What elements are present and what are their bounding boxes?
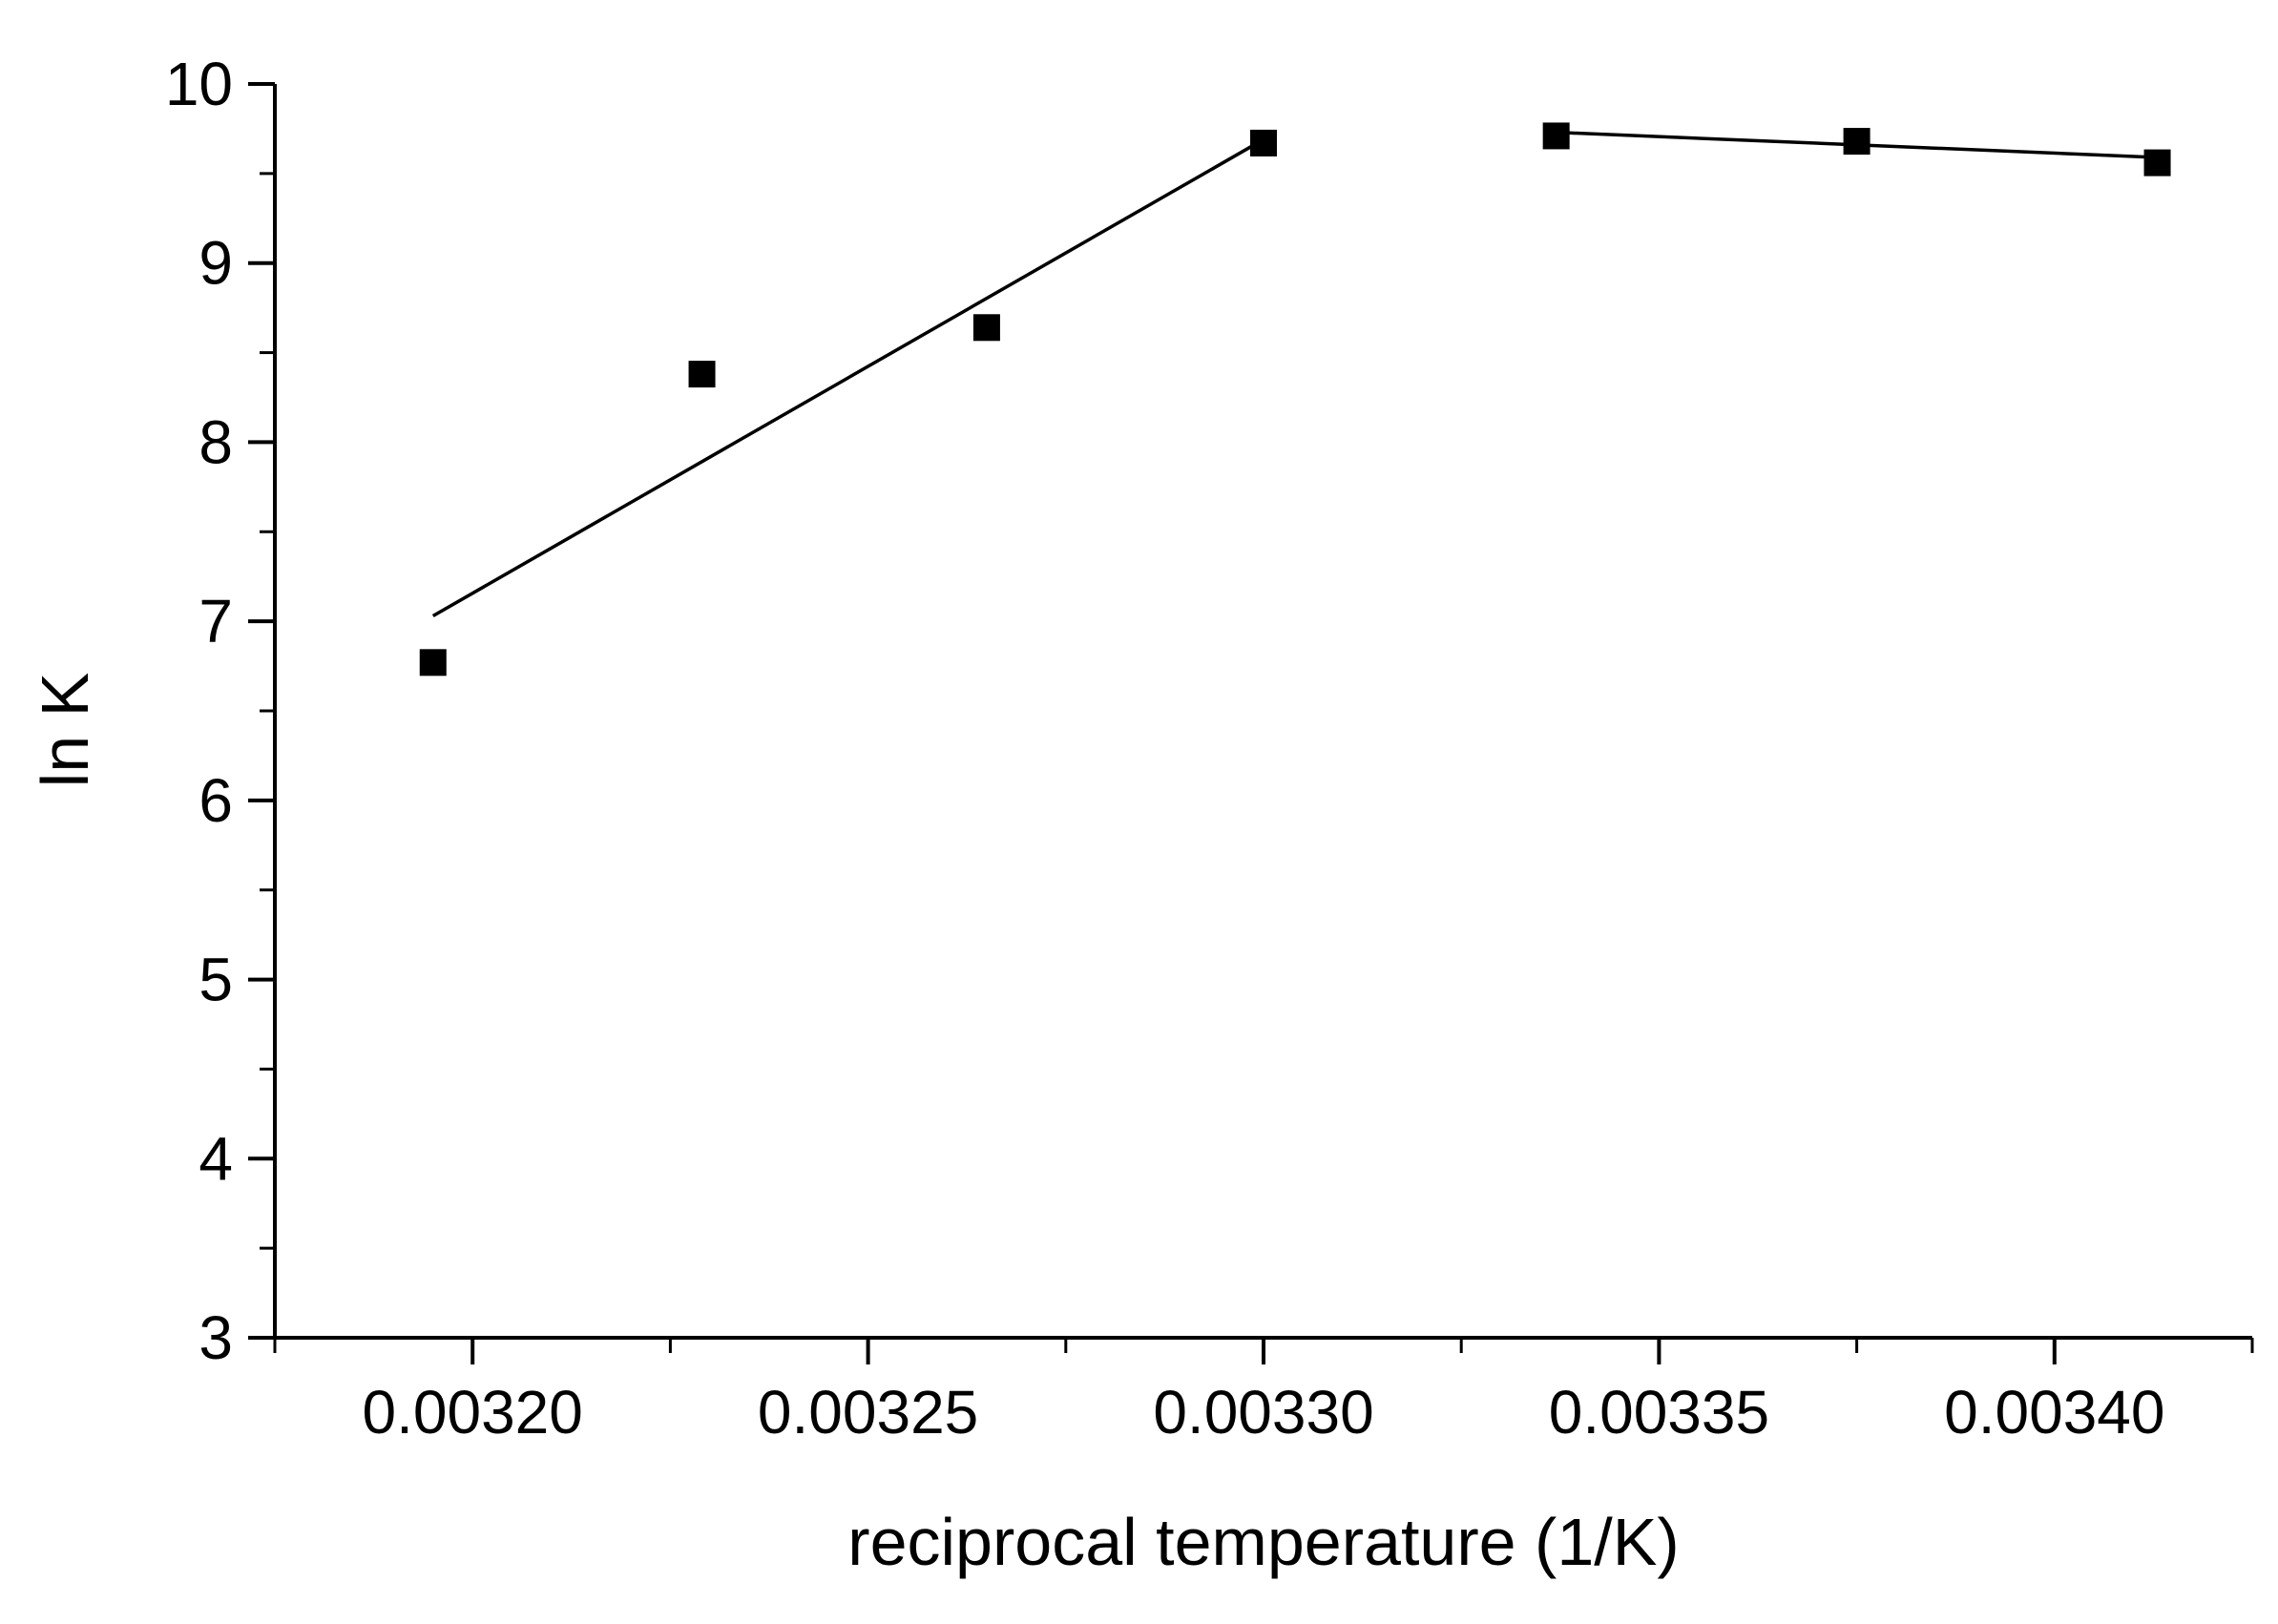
x-tick-label: 0.00325 — [758, 1378, 978, 1447]
x-axis-title: reciprocal temperature (1/K) — [847, 1505, 1679, 1579]
data-point — [1250, 129, 1277, 156]
x-tick-label: 0.00330 — [1153, 1378, 1373, 1447]
data-point — [972, 314, 1000, 342]
y-tick-label: 8 — [199, 407, 233, 476]
axis-ticks — [248, 82, 2254, 1364]
y-tick-label: 7 — [199, 587, 233, 656]
x-tick-labels: 0.00320 0.00325 0.00330 0.00335 0.00340 — [363, 1378, 2165, 1447]
data-point — [1843, 128, 1870, 156]
x-tick-label: 0.00335 — [1549, 1378, 1769, 1447]
data-points — [419, 122, 2171, 677]
y-tick-label: 4 — [199, 1124, 233, 1193]
x-tick-label: 0.00320 — [363, 1378, 583, 1447]
fit-line — [431, 137, 1264, 618]
y-tick-label: 6 — [199, 766, 233, 835]
data-point — [688, 361, 716, 388]
y-tick-label: 10 — [165, 50, 233, 118]
y-tick-label: 9 — [199, 229, 233, 298]
data-point — [1542, 122, 1570, 150]
y-tick-labels: 3 4 5 6 7 8 9 10 — [165, 50, 233, 1372]
y-axis-title: ln K — [28, 673, 102, 788]
y-tick-label: 3 — [199, 1303, 233, 1372]
data-point — [2143, 149, 2171, 177]
x-tick-label: 0.00340 — [1944, 1378, 2164, 1447]
y-tick-label: 5 — [199, 946, 233, 1014]
data-point — [419, 649, 447, 677]
